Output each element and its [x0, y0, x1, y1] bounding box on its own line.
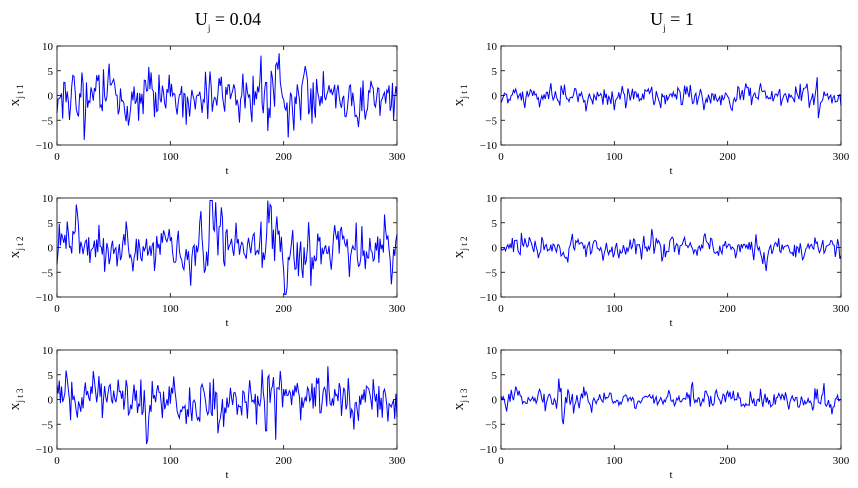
x-axis-label: t: [225, 469, 228, 481]
y-tick-label: −10: [36, 444, 54, 456]
y-tick-label: 5: [48, 66, 54, 78]
y-tick-label: −10: [480, 444, 498, 456]
x-tick-label: 100: [162, 151, 179, 163]
y-tick-label: 0: [492, 395, 498, 407]
y-tick-label: 5: [48, 370, 54, 382]
y-tick-label: −5: [41, 115, 53, 127]
x-tick-label: 200: [275, 303, 292, 315]
y-tick-label: −5: [485, 419, 497, 431]
x-tick-label: 0: [54, 455, 60, 467]
y-tick-label: 10: [486, 193, 498, 205]
subplot-6: 0 100 200 300 10 5 0 −5 −10 t Xj t 3: [454, 345, 850, 481]
y-tick-label: 10: [42, 345, 54, 357]
x-tick-label: 0: [54, 303, 60, 315]
y-tick-label: −10: [480, 140, 498, 152]
y-tick-label: −10: [36, 140, 54, 152]
y-tick-label: 0: [48, 395, 54, 407]
series-line: [56, 366, 398, 445]
series-line: [500, 77, 842, 119]
y-tick-label: 10: [486, 41, 498, 53]
x-tick-label: 300: [833, 303, 850, 315]
y-tick-label: −5: [41, 267, 53, 279]
x-tick-label: 200: [719, 455, 736, 467]
x-tick-label: 200: [275, 455, 292, 467]
x-tick-label: 100: [606, 455, 623, 467]
x-tick-label: 100: [606, 303, 623, 315]
series-line: [56, 199, 398, 296]
y-axis-label: Xj t 2: [10, 237, 25, 259]
x-axis-label: t: [669, 165, 672, 177]
column-title-right: Uj = 1: [650, 9, 694, 33]
y-tick-label: 10: [42, 193, 54, 205]
y-tick-label: 0: [492, 91, 498, 103]
y-tick-label: −10: [36, 292, 54, 304]
y-tick-label: 10: [486, 345, 498, 357]
subplot-1: 0 100 200 300 10 5 0 −5 −10 t Xj t 1: [10, 41, 406, 177]
x-tick-label: 200: [275, 151, 292, 163]
x-tick-label: 0: [498, 455, 504, 467]
subplot-5: 0 100 200 300 10 5 0 −5 −10 t Xj t 3: [10, 345, 406, 481]
x-tick-label: 300: [389, 303, 406, 315]
y-tick-label: 0: [492, 243, 498, 255]
y-tick-label: −5: [41, 419, 53, 431]
column-title-left: Uj = 0.04: [195, 9, 261, 33]
y-axis-label: Xj t 1: [454, 85, 469, 107]
series-line: [500, 378, 842, 425]
x-axis-label: t: [669, 469, 672, 481]
y-tick-label: −10: [480, 292, 498, 304]
subplot-3: 0 100 200 300 10 5 0 −5 −10 t Xj t 2: [10, 193, 406, 329]
x-tick-label: 0: [498, 151, 504, 163]
x-axis-label: t: [225, 317, 228, 329]
series-line: [500, 228, 842, 272]
y-tick-label: 0: [48, 243, 54, 255]
subplot-4: 0 100 200 300 10 5 0 −5 −10 t Xj t 2: [454, 193, 850, 329]
x-tick-label: 200: [719, 151, 736, 163]
y-axis-label: Xj t 1: [10, 85, 25, 107]
x-tick-label: 100: [606, 151, 623, 163]
x-axis-label: t: [225, 165, 228, 177]
axes-frame: [56, 45, 398, 146]
x-tick-label: 300: [833, 455, 850, 467]
y-tick-label: 5: [492, 370, 498, 382]
x-tick-label: 0: [54, 151, 60, 163]
y-axis-label: Xj t 2: [454, 237, 469, 259]
x-axis-label: t: [669, 317, 672, 329]
y-tick-label: 5: [492, 66, 498, 78]
x-tick-label: 100: [162, 455, 179, 467]
y-axis-label: Xj t 3: [10, 388, 25, 410]
x-tick-label: 300: [389, 151, 406, 163]
x-tick-label: 100: [162, 303, 179, 315]
y-tick-label: 5: [492, 218, 498, 230]
series-line: [56, 53, 398, 140]
y-tick-label: −5: [485, 267, 497, 279]
subplot-2: 0 100 200 300 10 5 0 −5 −10 t Xj t 1: [454, 41, 850, 177]
axes-frame: [500, 197, 842, 298]
y-axis-label: Xj t 3: [454, 388, 469, 410]
x-tick-label: 200: [719, 303, 736, 315]
y-tick-label: −5: [485, 115, 497, 127]
x-tick-label: 0: [498, 303, 504, 315]
y-tick-label: 5: [48, 218, 54, 230]
y-tick-label: 10: [42, 41, 54, 53]
x-tick-label: 300: [833, 151, 850, 163]
y-tick-label: 0: [48, 91, 54, 103]
x-tick-label: 300: [389, 455, 406, 467]
